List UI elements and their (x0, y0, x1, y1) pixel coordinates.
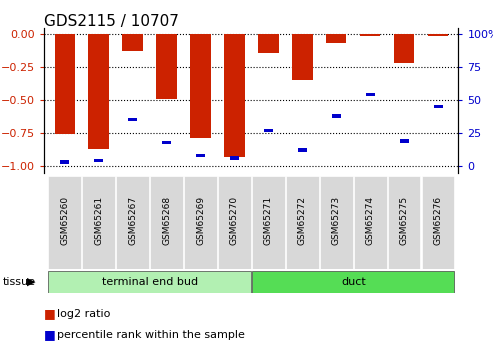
Text: ▶: ▶ (27, 277, 35, 287)
Bar (354, 176, 387, 269)
Bar (116, 176, 149, 269)
Bar (388, 176, 421, 269)
Bar (252, 176, 284, 269)
Bar (94, 159, 103, 162)
Text: duct: duct (341, 277, 366, 287)
Bar (224, 34, 245, 157)
Bar (89, 34, 109, 149)
Text: percentile rank within the sample: percentile rank within the sample (57, 330, 245, 339)
Bar (128, 118, 137, 121)
Text: tissue: tissue (2, 277, 35, 287)
Bar (292, 34, 313, 80)
Bar (162, 140, 171, 144)
Text: terminal end bud: terminal end bud (102, 277, 198, 287)
Bar (55, 34, 75, 134)
Text: GSM65267: GSM65267 (128, 196, 137, 245)
Text: GSM65269: GSM65269 (196, 196, 205, 245)
Bar (286, 176, 318, 269)
Bar (422, 176, 455, 269)
Bar (366, 93, 375, 97)
Bar (252, 271, 455, 293)
Bar (264, 129, 273, 132)
Text: GSM65276: GSM65276 (434, 196, 443, 245)
Bar (150, 176, 183, 269)
Bar (332, 114, 341, 118)
Bar (230, 156, 239, 160)
Text: GSM65260: GSM65260 (60, 196, 69, 245)
Text: GSM65261: GSM65261 (94, 196, 103, 245)
Bar (218, 176, 251, 269)
Text: GSM65270: GSM65270 (230, 196, 239, 245)
Text: log2 ratio: log2 ratio (57, 309, 110, 319)
Text: GSM65275: GSM65275 (400, 196, 409, 245)
Bar (48, 271, 251, 293)
Text: GSM65274: GSM65274 (366, 196, 375, 245)
Text: ■: ■ (44, 307, 56, 321)
Text: ■: ■ (44, 328, 56, 341)
Text: GSM65271: GSM65271 (264, 196, 273, 245)
Bar (190, 34, 211, 138)
Bar (156, 34, 177, 99)
Bar (82, 176, 115, 269)
Bar (184, 176, 217, 269)
Bar (196, 154, 205, 157)
Bar (428, 34, 448, 36)
Text: GDS2115 / 10707: GDS2115 / 10707 (44, 14, 179, 29)
Text: GSM65268: GSM65268 (162, 196, 171, 245)
Bar (60, 160, 70, 164)
Bar (394, 34, 414, 63)
Bar (320, 176, 352, 269)
Bar (326, 34, 347, 43)
Bar (298, 148, 307, 152)
Text: GSM65273: GSM65273 (332, 196, 341, 245)
Bar (400, 139, 409, 142)
Text: GSM65272: GSM65272 (298, 196, 307, 245)
Bar (258, 34, 279, 53)
Bar (360, 34, 381, 36)
Bar (122, 34, 143, 51)
Bar (433, 105, 443, 108)
Bar (48, 176, 81, 269)
